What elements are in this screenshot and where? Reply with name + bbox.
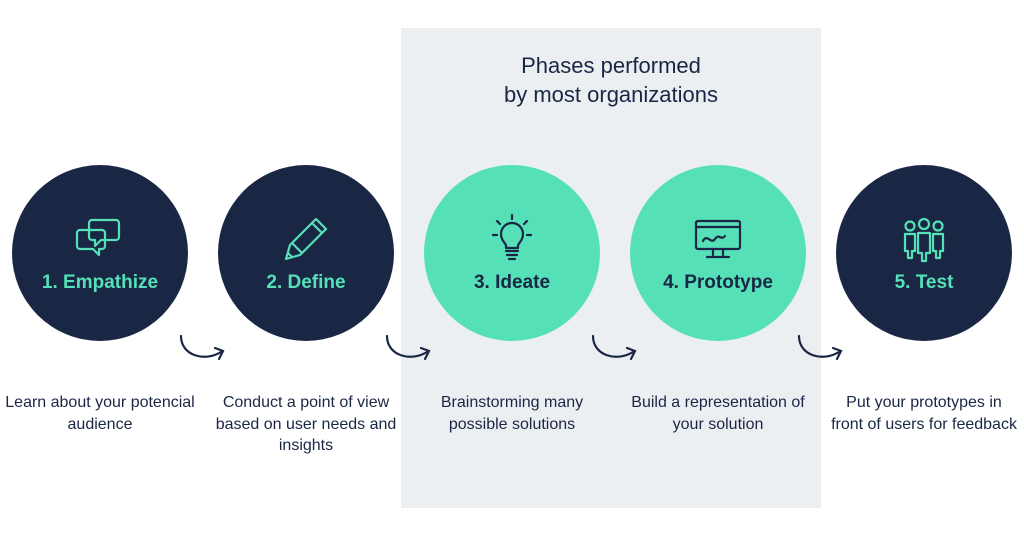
chat-icon [72,216,128,262]
pencil-icon [282,215,330,263]
flow-arrow [793,330,849,370]
stage-label: 4. Prototype [663,273,773,294]
stage-circle-empathize: 1. Empathize [12,165,188,341]
stage-label: 1. Empathize [42,273,158,294]
people-icon [898,213,950,265]
stage-desc-define: Conduct a point of view based on user ne… [211,392,401,457]
stage-label: 2. Define [266,273,345,294]
stage-desc-ideate: Brainstorming many possible solutions [417,392,607,435]
monitor-icon [691,213,745,265]
stage-row: 1. Empathize 2. Define 3. Ideate [0,165,1024,365]
stage-desc-test: Put your prototypes in front of users fo… [829,392,1019,435]
stage-label: 5. Test [895,273,954,294]
flow-arrow [175,330,231,370]
stage-circle-test: 5. Test [836,165,1012,341]
monitor-icon [691,215,745,263]
highlight-title: Phases performedby most organizations [401,52,821,109]
people-icon [898,215,950,263]
stage-circle-define: 2. Define [218,165,394,341]
flow-arrow [381,330,437,370]
flow-arrow [587,330,643,370]
stage-desc-empathize: Learn about your potencial audience [5,392,195,435]
stage-desc-prototype: Build a representation of your solution [623,392,813,435]
lightbulb-icon [489,213,535,265]
chat-icon [72,213,128,265]
stage-label: 3. Ideate [474,273,550,294]
lightbulb-icon [489,213,535,265]
stage-circle-prototype: 4. Prototype [630,165,806,341]
pencil-icon [282,213,330,265]
stage-circle-ideate: 3. Ideate [424,165,600,341]
